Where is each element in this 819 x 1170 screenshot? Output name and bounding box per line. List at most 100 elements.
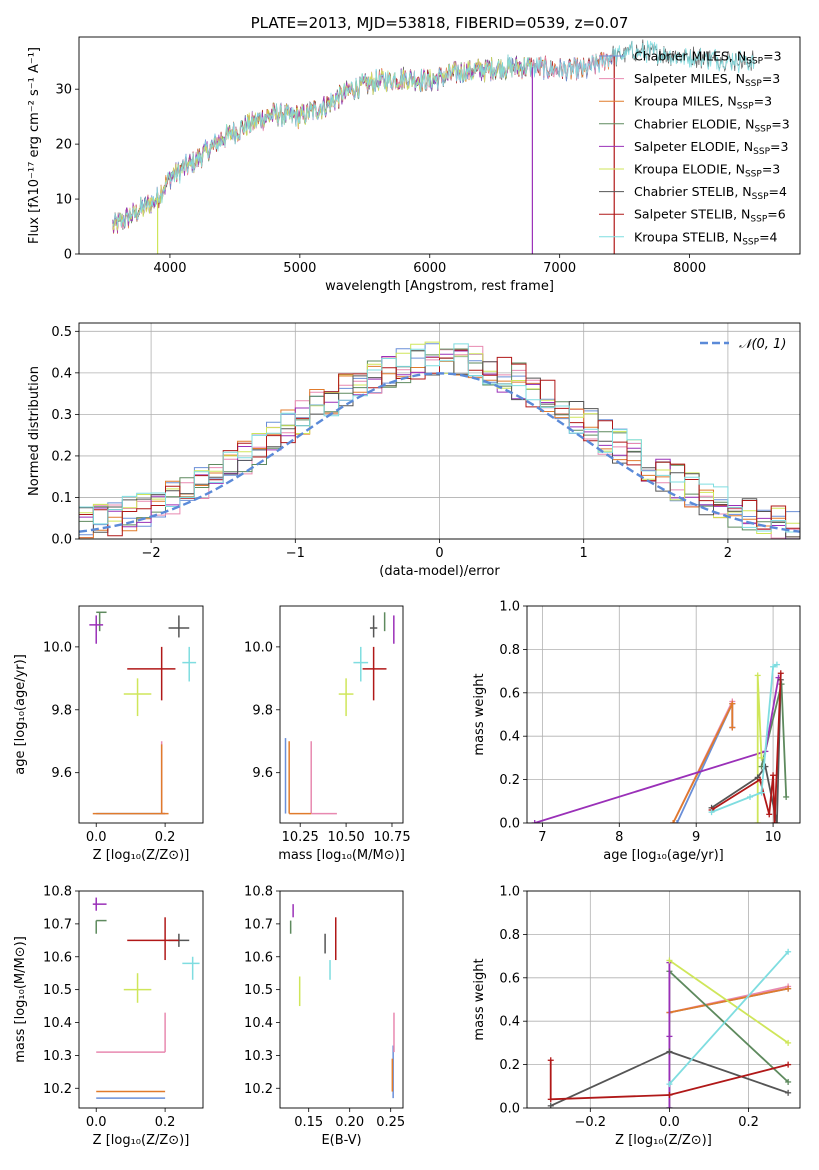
x-tick-label: 0.25	[376, 1115, 405, 1130]
legend-label: 𝒩(0, 1)	[739, 337, 786, 352]
series-kroupa_stelib	[666, 948, 792, 1088]
axes-frame	[526, 890, 801, 1109]
errorbar-kroupa_miles	[288, 741, 312, 815]
spectrum-line-salpeter_stelib	[112, 48, 615, 233]
axes-frame	[78, 36, 801, 255]
y-tick-label: 0.1	[51, 491, 72, 506]
series-salpeter_miles	[666, 983, 792, 1016]
y-tick-label: 10.4	[244, 1016, 273, 1031]
axes-frame	[279, 605, 404, 824]
errorbar-chabrier_stelib	[168, 615, 190, 638]
y-tick-label: 9.8	[51, 703, 72, 718]
panel-age_vs_z: 0.0 0.2 9.6 9.8 10.0 Z [log₁₀(Z/Z⊙)] age [log₁…	[13, 605, 204, 863]
x-tick-label: 0.15	[294, 1115, 323, 1130]
series-kroupa_miles	[666, 985, 792, 1016]
y-axis-label: Flux [fλ10⁻¹⁷ erg cm⁻² s⁻¹ A⁻¹]	[27, 47, 42, 244]
x-tick-label: −2	[142, 546, 161, 561]
plot-area	[289, 904, 395, 1099]
x-tick-label: 10	[765, 830, 782, 845]
y-tick-label: 1.0	[499, 885, 520, 900]
axes-frame	[78, 322, 801, 540]
errorbar-kroupa_stelib	[182, 956, 200, 980]
y-tick-label: 10.8	[43, 885, 72, 900]
x-tick-label: 0.2	[738, 1115, 759, 1130]
errorbar-salpeter_elodie	[89, 615, 104, 644]
y-tick-label: 10.2	[244, 1082, 273, 1097]
x-tick-label: 5000	[283, 261, 316, 276]
panel-spectrum: 4000 5000 6000 7000 8000 0 10 20 30 wavelength [A…	[27, 14, 801, 294]
x-tick-label: 0.2	[155, 830, 176, 845]
legend-label: Kroupa ELODIE, NSSP=3	[634, 162, 780, 180]
panel-residuals: −2 −1 0 1 2 0.0 0.1 0.2 0.3 0.4 0.5 (data-model)/er…	[27, 322, 801, 579]
histogram-kroupa_stelib	[79, 343, 800, 538]
y-tick-label: 9.6	[252, 766, 273, 781]
y-tick-label: 0.5	[51, 325, 72, 340]
legend-label: Chabrier ELODIE, NSSP=3	[634, 116, 790, 134]
y-tick-label: 0.0	[499, 817, 520, 832]
x-tick-label: 10.50	[327, 830, 364, 845]
y-axis-label: Normed distribution	[27, 366, 42, 496]
spectrum-line-chabrier_stelib	[112, 39, 755, 231]
series-kroupa_stelib	[708, 661, 780, 816]
y-tick-label: 0.2	[499, 1058, 520, 1073]
x-tick-label: −1	[286, 546, 305, 561]
series-salpeter_elodie	[531, 674, 782, 823]
x-tick-label: 8	[615, 830, 623, 845]
series-line	[668, 959, 789, 1044]
series-kroupa_miles	[670, 700, 736, 823]
plot-area	[79, 341, 800, 539]
y-tick-label: 0.8	[499, 928, 520, 943]
errorbar-salpeter_stelib	[127, 917, 179, 961]
x-tick-label: 7	[538, 830, 546, 845]
spectrum-line-chabrier_elodie	[112, 54, 533, 232]
y-tick-label: 0.2	[51, 449, 72, 464]
legend-label: Chabrier STELIB, NSSP=4	[634, 184, 787, 202]
y-tick-label: 0.2	[499, 773, 520, 788]
axes-frame	[526, 605, 801, 824]
y-tick-label: 10.3	[43, 1049, 72, 1064]
errorbar-salpeter_stelib	[362, 646, 387, 701]
chart-title: PLATE=2013, MJD=53818, FIBERID=0539, z=0…	[251, 14, 629, 32]
legend-label: Salpeter ELODIE, NSSP=3	[634, 139, 788, 157]
spectrum-line-kroupa_elodie	[112, 56, 533, 231]
errorbar-kroupa_elodie	[123, 973, 152, 1003]
x-tick-label: 9	[692, 830, 700, 845]
axes-frame	[279, 890, 404, 1109]
plot-area	[284, 612, 395, 815]
legend: Chabrier MILES, NSSP=3 Salpeter MILES, NS…	[599, 49, 790, 247]
normal-curve	[79, 372, 800, 533]
x-tick-label: 0.0	[86, 830, 107, 845]
series-kroupa_elodie	[754, 672, 765, 823]
y-tick-label: 0.4	[51, 366, 72, 381]
y-tick-label: 0.0	[51, 533, 72, 548]
series-salpeter_stelib	[708, 670, 784, 823]
x-tick-label: 0.0	[86, 1115, 107, 1130]
y-tick-label: 0.8	[499, 643, 520, 658]
y-tick-label: 10.5	[43, 983, 72, 998]
panel-mass_vs_z: 0.0 0.2 10.2 10.3 10.4 10.5 10.6 10.7 10.8 Z [log…	[13, 885, 204, 1148]
y-tick-label: 10.0	[244, 640, 273, 655]
errorbar-kroupa_elodie	[123, 678, 152, 717]
y-tick-label: 0.6	[499, 971, 520, 986]
x-tick-label: −0.2	[575, 1115, 607, 1130]
x-tick-label: 8000	[673, 261, 706, 276]
y-tick-label: 0.3	[51, 408, 72, 423]
x-tick-label: 6000	[413, 261, 446, 276]
series-line	[668, 951, 789, 1085]
x-tick-label: 0.2	[155, 1115, 176, 1130]
series-salpeter_elodie	[666, 959, 673, 1108]
errorbar-kroupa_elodie	[338, 678, 354, 717]
plot-area	[89, 611, 197, 815]
y-tick-label: 30	[55, 83, 72, 98]
y-tick-label: 10.6	[244, 950, 273, 965]
plot-area	[531, 661, 790, 823]
series-line	[756, 675, 763, 823]
axes-frame	[78, 890, 204, 1109]
x-axis-label: mass [log₁₀(M/M⊙)]	[278, 848, 405, 863]
plot-area	[547, 948, 792, 1108]
y-axis-label: mass [log₁₀(M/M⊙)]	[13, 936, 28, 1063]
panel-weight_vs_age: 7 8 9 10 0.0 0.2 0.4 0.6 0.8 1.0 age [log₁₀(age/yr…	[472, 600, 801, 863]
series-chabrier_stelib	[547, 1048, 792, 1108]
x-tick-label: 10.25	[282, 830, 319, 845]
